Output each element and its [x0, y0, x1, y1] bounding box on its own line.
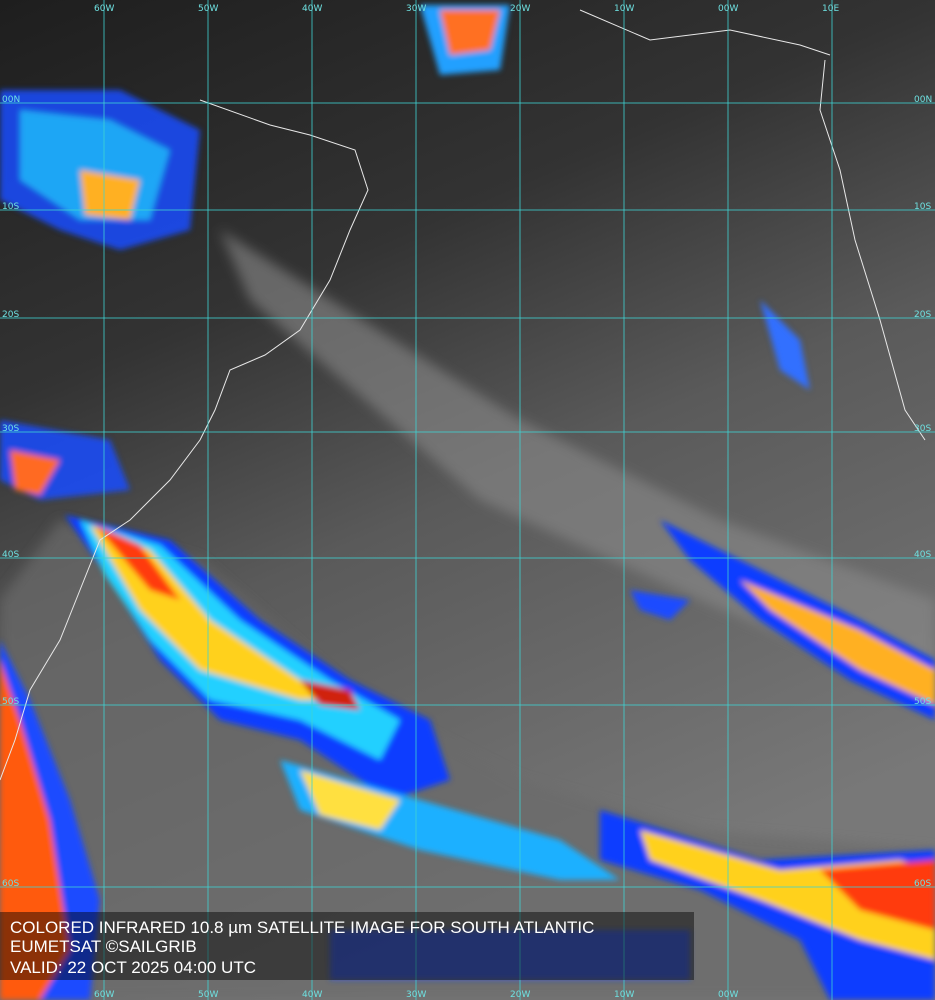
lat-label-left: 10S — [2, 202, 19, 212]
lon-label-bottom: 60W — [94, 990, 114, 1000]
caption-valid: VALID: 22 OCT 2025 04:00 UTC — [10, 958, 256, 977]
lat-label-left: 40S — [2, 550, 19, 560]
lon-label-bottom: 30W — [406, 990, 426, 1000]
lat-label-right: 30S — [914, 424, 931, 434]
lon-label-bottom: 20W — [510, 990, 530, 1000]
lon-label-top: 20W — [510, 4, 530, 14]
lat-label-right: 50S — [914, 697, 931, 707]
lon-label-top: 40W — [302, 4, 322, 14]
caption-backdrop — [0, 912, 694, 980]
caption-source: EUMETSAT ©SAILGRIB — [10, 937, 197, 956]
lat-label-right: 20S — [914, 310, 931, 320]
lat-label-left: 30S — [2, 424, 19, 434]
lat-label-left: 50S — [2, 697, 19, 707]
lat-label-right: 00N — [914, 95, 932, 105]
lat-label-right: 40S — [914, 550, 931, 560]
caption-title: COLORED INFRARED 10.8 µm SATELLITE IMAGE… — [10, 918, 594, 937]
lon-label-bottom: 50W — [198, 990, 218, 1000]
lon-label-bottom: 10W — [614, 990, 634, 1000]
lat-label-left: 20S — [2, 310, 19, 320]
lon-label-bottom: 00W — [718, 990, 738, 1000]
coastline — [0, 9, 926, 781]
lon-label-top: 10W — [614, 4, 634, 14]
lat-label-left: 00N — [2, 95, 20, 105]
lon-label-top: 30W — [406, 4, 426, 14]
lat-label-right: 60S — [914, 879, 931, 889]
lon-label-top: 10E — [822, 4, 839, 14]
lon-label-bottom: 40W — [302, 990, 322, 1000]
lat-label-right: 10S — [914, 202, 931, 212]
lon-label-top: 60W — [94, 4, 114, 14]
lat-label-left: 60S — [2, 879, 19, 889]
lon-label-top: 50W — [198, 4, 218, 14]
lon-label-top: 00W — [718, 4, 738, 14]
